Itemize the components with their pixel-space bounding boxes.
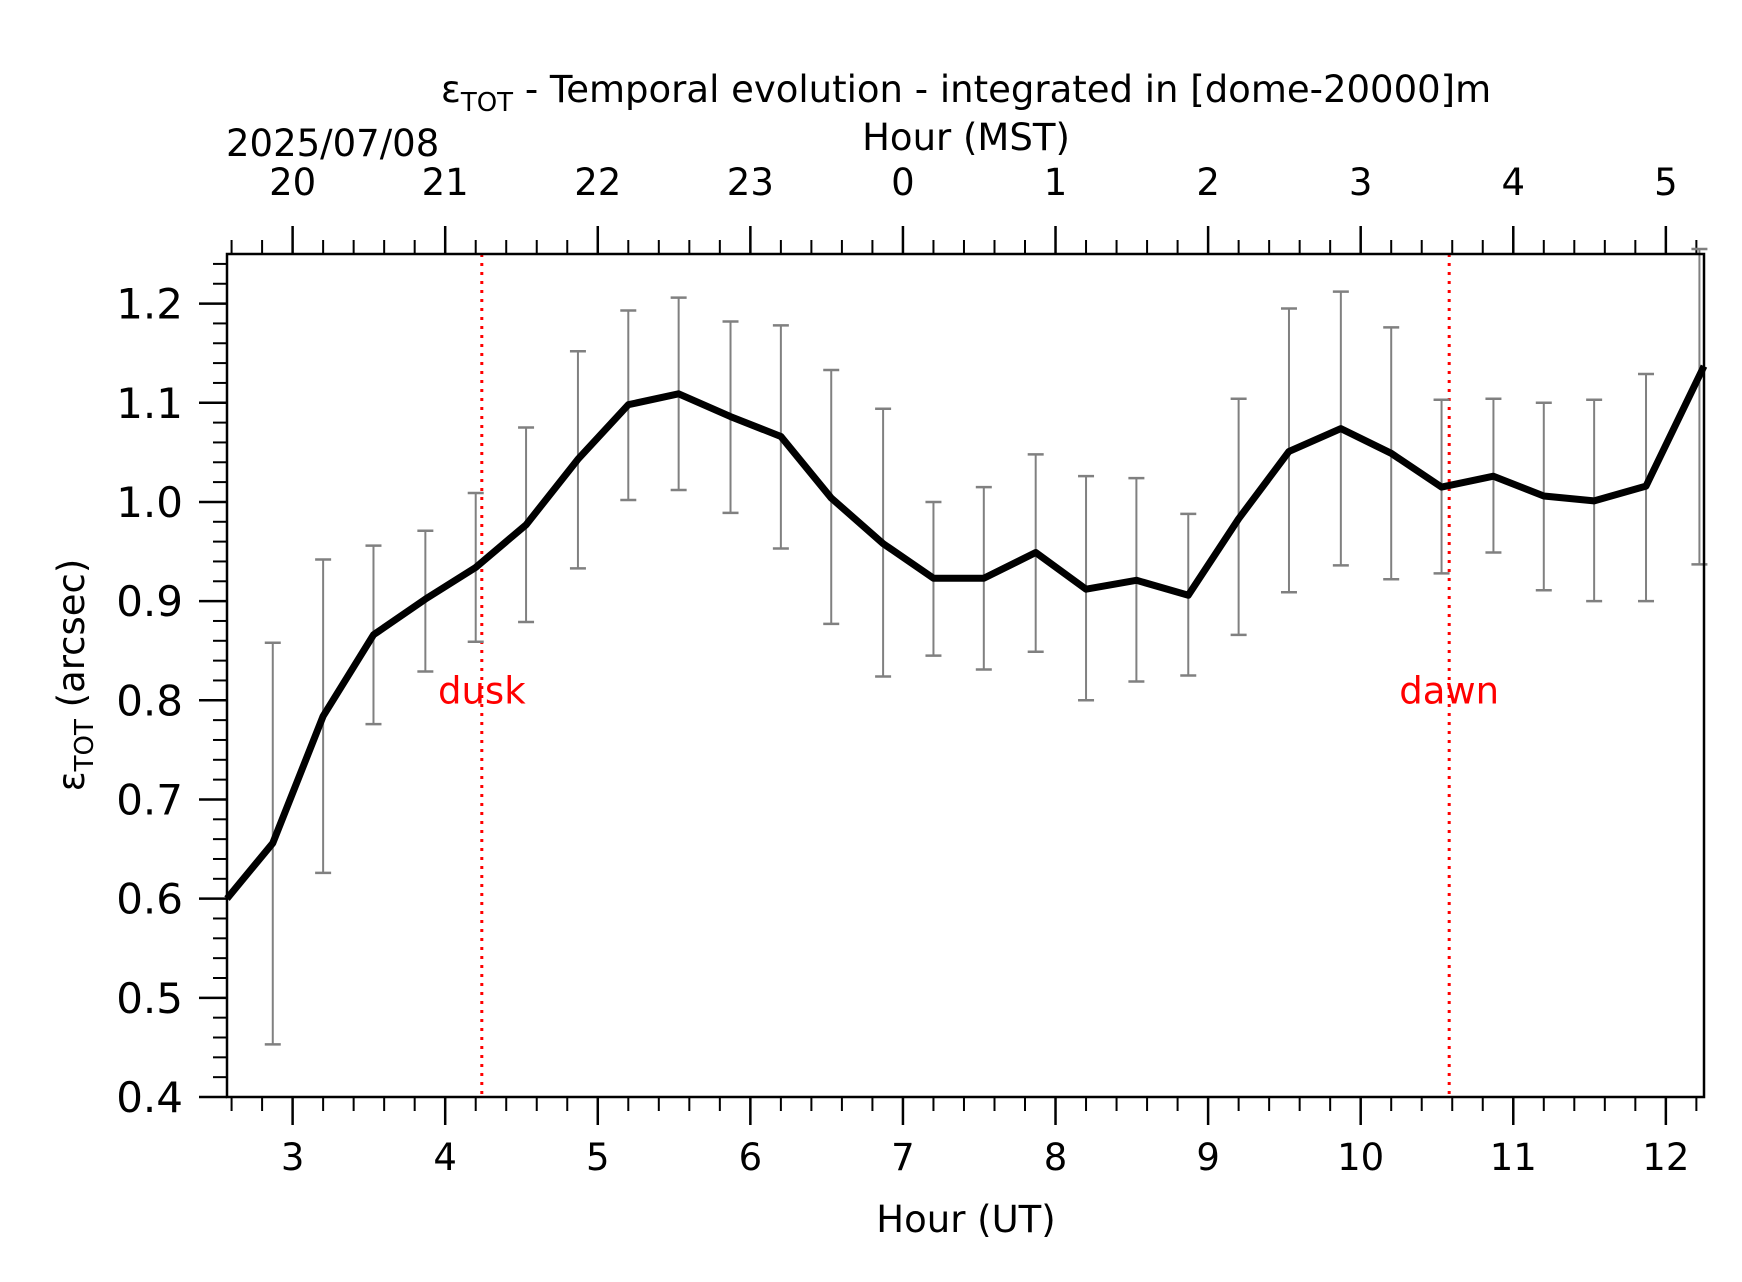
top-tick-label: 21 xyxy=(422,161,469,204)
plot-area xyxy=(227,254,1704,1097)
top-tick-label: 20 xyxy=(269,161,316,204)
y-tick-label: 0.7 xyxy=(116,775,183,824)
y-tick-label: 0.5 xyxy=(116,974,183,1023)
data-series xyxy=(224,364,1708,901)
twilight-markers: dusk dawn xyxy=(438,254,1499,1097)
y-tick-label: 1.0 xyxy=(116,478,183,527)
top-tick-label: 2 xyxy=(1196,161,1220,204)
chart-title: εTOT - Temporal evolution - integrated i… xyxy=(441,68,1491,118)
x-tick-label: 10 xyxy=(1337,1136,1384,1179)
y-tick-label: 1.1 xyxy=(116,379,183,428)
seeing-line xyxy=(224,364,1708,901)
top-tick-label: 4 xyxy=(1501,161,1525,204)
x-tick-label: 8 xyxy=(1044,1136,1068,1179)
x-tick-label: 4 xyxy=(433,1136,457,1179)
plot-frame xyxy=(225,252,1706,1099)
top-tick-label: 5 xyxy=(1654,161,1678,204)
x-tick-label: 9 xyxy=(1196,1136,1220,1179)
dawn-label: dawn xyxy=(1399,669,1499,712)
y-tick-label: 0.4 xyxy=(116,1073,183,1122)
top-tick-label: 0 xyxy=(891,161,915,204)
x-tick-label: 7 xyxy=(891,1136,915,1179)
top-tick-label: 23 xyxy=(727,161,774,204)
dusk-label: dusk xyxy=(438,669,526,712)
top-tick-label: 1 xyxy=(1044,161,1068,204)
y-tick-label: 0.9 xyxy=(116,577,183,626)
x-tick-label: 5 xyxy=(586,1136,610,1179)
x-tick-label: 12 xyxy=(1642,1136,1689,1179)
y-tick-label: 1.2 xyxy=(116,280,183,329)
date-label: 2025/07/08 xyxy=(226,122,439,165)
y-axis-label: εTOT (arcsec) xyxy=(50,559,100,792)
x-tick-label: 6 xyxy=(739,1136,763,1179)
top-axis-label: Hour (MST) xyxy=(862,116,1070,159)
y-tick-label: 0.8 xyxy=(116,676,183,725)
y-tick-label: 0.6 xyxy=(116,875,183,924)
x-axis-label: Hour (UT) xyxy=(876,1198,1055,1241)
x-tick-label: 3 xyxy=(281,1136,305,1179)
top-tick-label: 3 xyxy=(1349,161,1373,204)
top-tick-label: 22 xyxy=(574,161,621,204)
x-tick-label: 11 xyxy=(1490,1136,1537,1179)
tick-marks xyxy=(199,226,1698,1125)
